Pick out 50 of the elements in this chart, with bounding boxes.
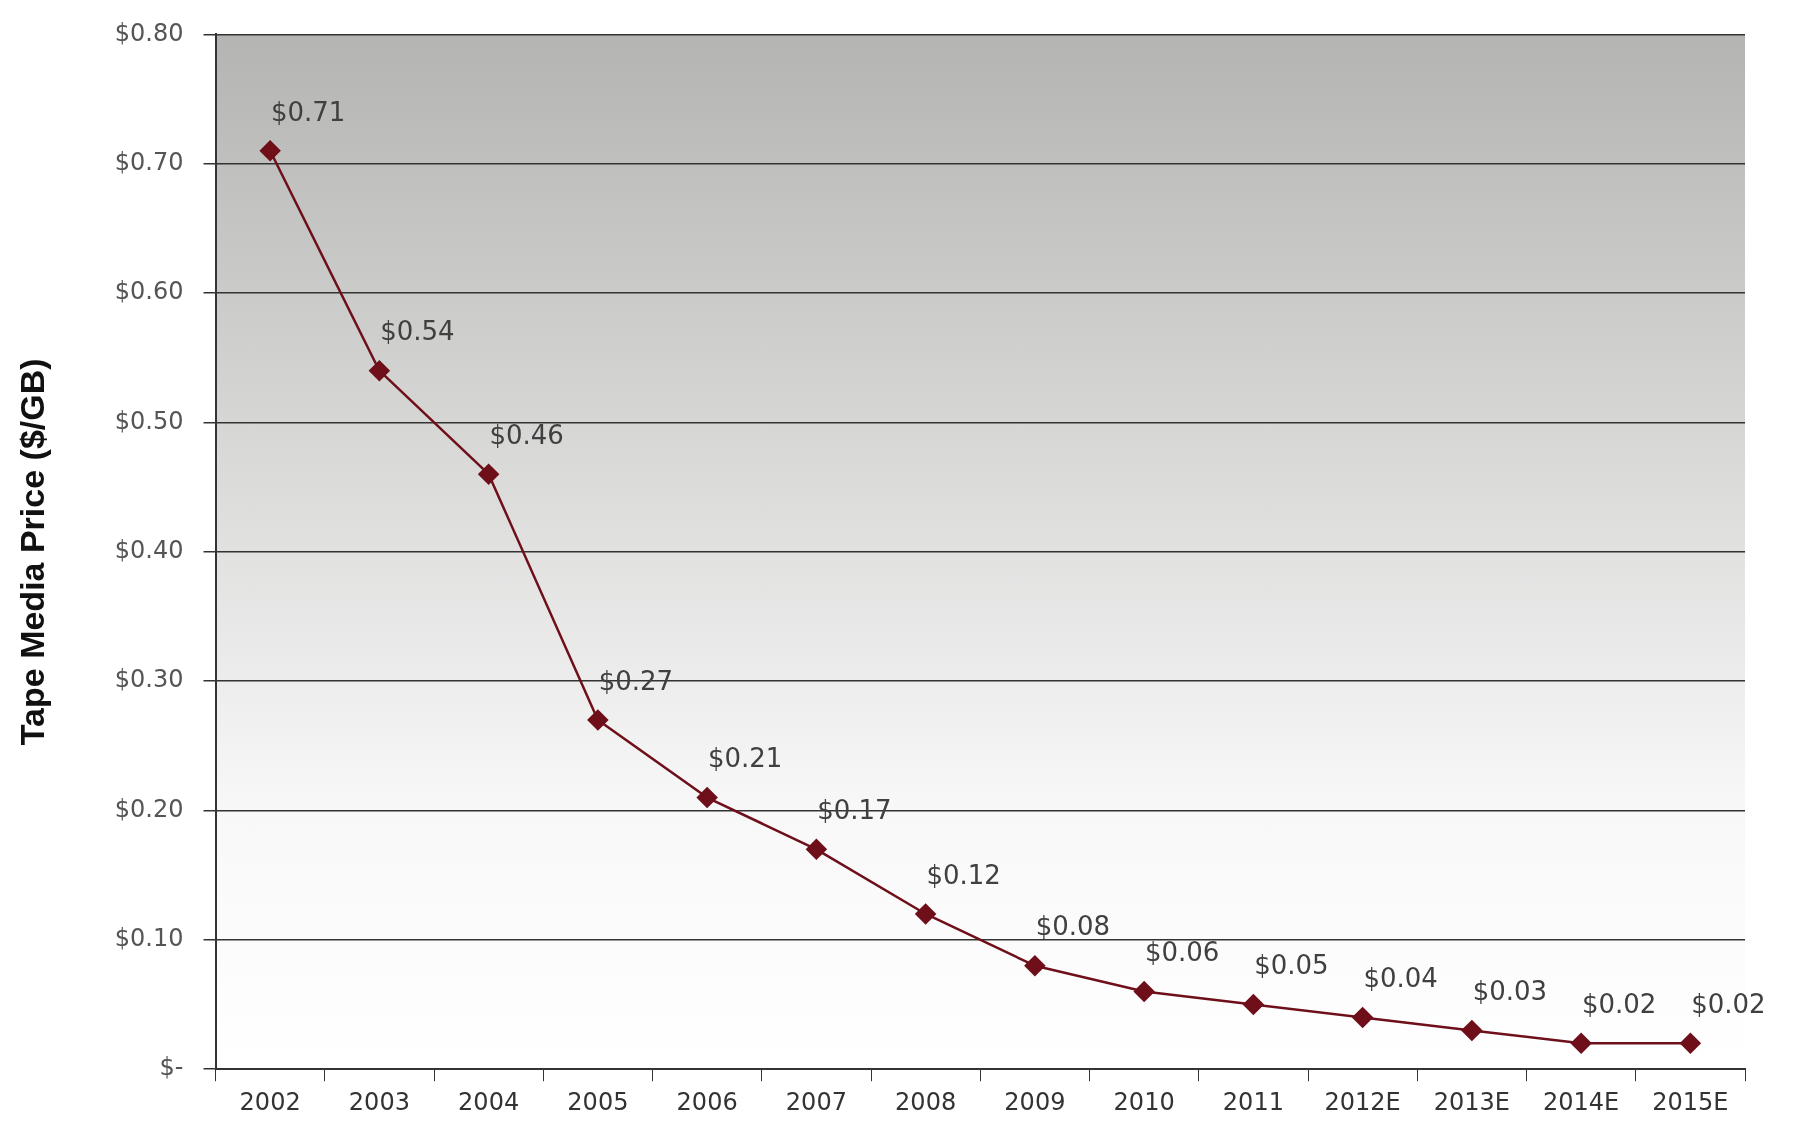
point xyxy=(1133,981,1155,1002)
point xyxy=(1024,955,1046,976)
point xyxy=(915,903,936,925)
data-label: $0.06 xyxy=(1144,937,1220,968)
data-label: $0.03 xyxy=(1472,976,1548,1007)
data-label: $0.46 xyxy=(489,419,564,450)
y-tick-label: $- xyxy=(159,1053,184,1082)
y-tick-label: $0.20 xyxy=(114,794,184,823)
data-label: $0.12 xyxy=(926,859,1001,890)
point xyxy=(1680,1033,1701,1054)
y-tick-label: $0.30 xyxy=(114,665,184,694)
point xyxy=(478,463,499,485)
x-tick-label: 2013E xyxy=(1433,1087,1510,1116)
data-label: $0.05 xyxy=(1254,950,1329,981)
x-tick-label: 2012E xyxy=(1324,1087,1401,1116)
x-tick-label: 2005 xyxy=(567,1087,629,1116)
x-tick-label: 2004 xyxy=(458,1087,520,1116)
data-label: $0.02 xyxy=(1691,989,1766,1020)
point xyxy=(587,709,609,731)
point xyxy=(259,140,281,162)
data-label: $0.71 xyxy=(270,96,346,127)
point xyxy=(1461,1020,1483,1041)
y-tick-label: $0.70 xyxy=(114,147,184,176)
data-label: $0.08 xyxy=(1035,911,1111,942)
point xyxy=(369,360,390,381)
x-tick-label: 2006 xyxy=(676,1087,738,1116)
x-tick-label: 2009 xyxy=(1004,1087,1066,1116)
point xyxy=(696,787,718,808)
y-tick-label: $0.40 xyxy=(114,536,184,565)
data-label: $0.54 xyxy=(380,316,455,347)
y-tick-label: $0.10 xyxy=(114,924,184,953)
y-tick-label: $0.80 xyxy=(114,18,184,47)
y-tick-label: $0.50 xyxy=(114,406,184,435)
x-tick-label: 2010 xyxy=(1113,1087,1175,1116)
point xyxy=(1243,994,1264,1015)
y-axis-title: Tape Media Price ($/GB) xyxy=(12,358,51,746)
data-label: $0.04 xyxy=(1363,963,1438,994)
data-label: $0.21 xyxy=(707,743,783,774)
data-label: $0.02 xyxy=(1581,989,1657,1020)
x-tick-label: 2003 xyxy=(348,1087,410,1116)
x-tick-label: 2008 xyxy=(895,1087,957,1116)
point xyxy=(1570,1033,1592,1054)
x-tick-label: 2007 xyxy=(785,1087,847,1116)
x-tick-label: 2002 xyxy=(239,1087,301,1116)
x-tick-label: 2011 xyxy=(1222,1087,1284,1116)
y-tick-label: $0.60 xyxy=(114,277,184,306)
point xyxy=(1352,1007,1373,1028)
x-tick-label: 2014E xyxy=(1543,1087,1620,1116)
point xyxy=(806,839,827,860)
x-tick-label: 2015E xyxy=(1652,1087,1729,1116)
